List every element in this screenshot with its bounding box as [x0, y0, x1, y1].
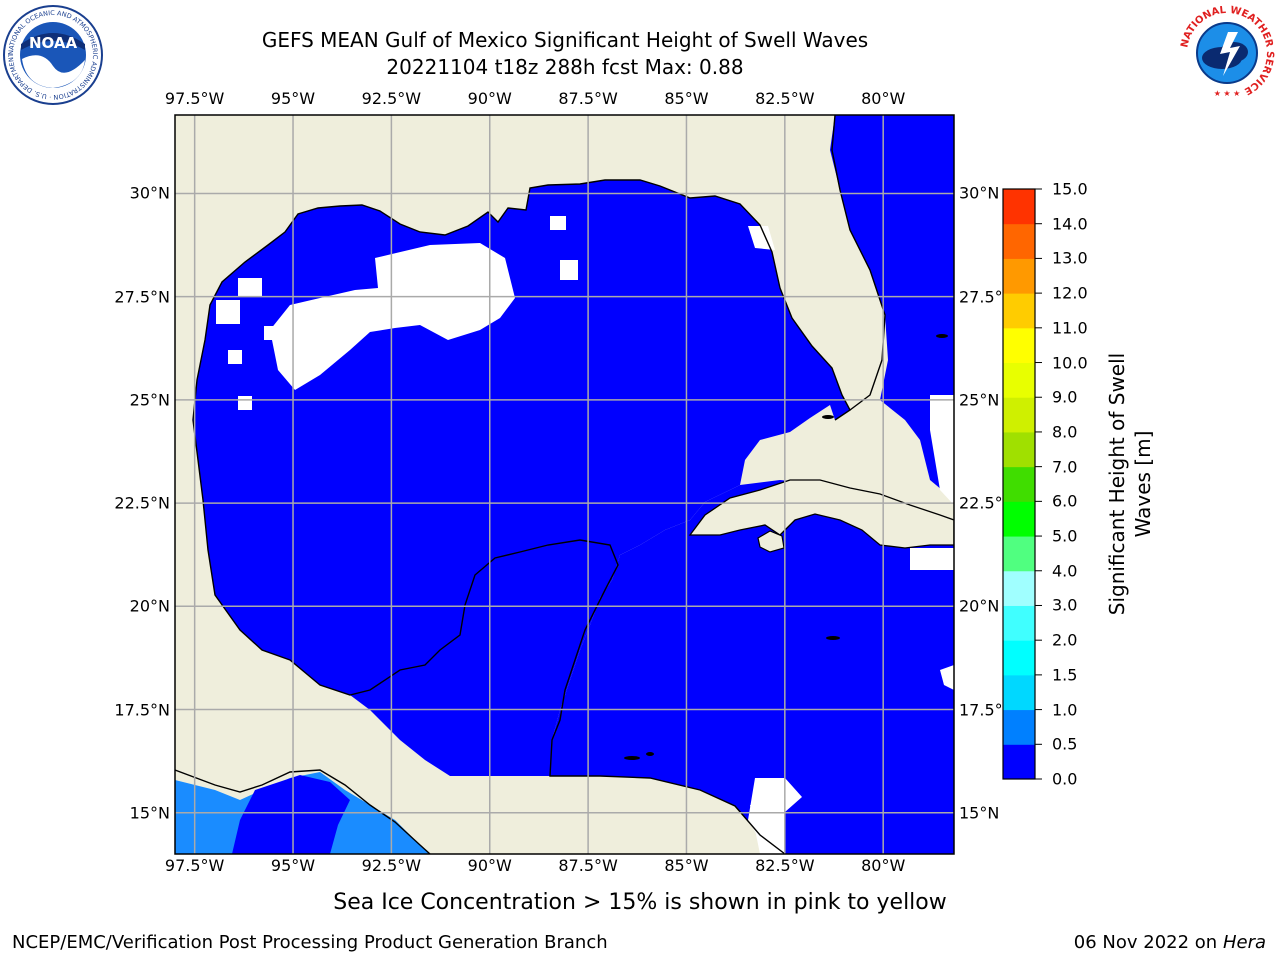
chart-title: GEFS MEAN Gulf of Mexico Significant Hei…	[261, 28, 869, 52]
colorbar-segment	[1003, 431, 1035, 468]
footer-date-text: 06 Nov 2022 on	[1073, 932, 1218, 953]
colorbar-segment	[1003, 744, 1035, 780]
footer-branch: NCEP/EMC/Verification Post Processing Pr…	[12, 932, 608, 953]
lon-tick-label-bottom: 80°W	[861, 856, 906, 875]
colorbar-segment	[1003, 674, 1035, 711]
isle-of-youth	[757, 530, 785, 553]
pacific-ocean-band	[232, 775, 350, 854]
colorbar-segment	[1003, 258, 1035, 294]
svg-text:★ ★ ★: ★ ★ ★	[1214, 89, 1241, 98]
lat-tick-label-left: 22.5°N	[114, 493, 170, 513]
colorbar-segment	[1003, 189, 1035, 225]
colorbar-tick-label: 9.0	[1052, 387, 1078, 407]
lon-tick-label-bottom: 92.5°W	[361, 856, 422, 875]
noaa-logo-text: NOAA	[29, 34, 78, 52]
lon-tick-label-top: 80°W	[861, 89, 906, 108]
lat-tick-label-right: 20°N	[959, 596, 1000, 616]
colorbar-segment	[1003, 466, 1035, 502]
colorbar-tick-label: 10.0	[1052, 353, 1088, 373]
colorbar-tick-label: 6.0	[1052, 491, 1078, 511]
colorbar-segment	[1003, 501, 1035, 537]
caribbean-ocean	[550, 480, 954, 854]
colorbar	[1002, 188, 1042, 780]
colorbar-tick-label: 2.0	[1052, 630, 1078, 650]
colorbar-segment	[1003, 293, 1035, 329]
colorbar-tick-label: 12.0	[1052, 283, 1088, 303]
lat-tick-label-left: 30°N	[129, 183, 170, 203]
lon-tick-label-top: 97.5°W	[164, 89, 225, 108]
noaa-logo: NATIONAL OCEANIC AND ATMOSPHERIC ADMINIS…	[2, 4, 103, 105]
map-frame	[174, 114, 955, 855]
nws-logo: NATIONAL WEATHER SERVICE ★ ★ ★	[1178, 4, 1276, 102]
colorbar-tick-label: 1.0	[1052, 700, 1078, 720]
colorbar-label-line1: Significant Height of Swell	[1105, 352, 1129, 616]
lon-tick-label-top: 92.5°W	[361, 89, 422, 108]
colorbar-segment	[1003, 605, 1035, 641]
lon-tick-label-bottom: 95°W	[270, 856, 316, 875]
lon-tick-label-top: 90°W	[467, 89, 512, 108]
colorbar-segment	[1003, 570, 1035, 606]
small-islands	[624, 334, 948, 760]
colorbar-segment	[1003, 536, 1035, 572]
colorbar-segment	[1003, 327, 1035, 364]
colorbar-tick-label: 5.0	[1052, 526, 1078, 546]
lat-tick-label-right: 17.5°N	[959, 700, 1015, 719]
lon-tick-label-bottom: 87.5°W	[558, 856, 618, 875]
colorbar-segment	[1003, 223, 1035, 259]
lat-tick-label-right: 15°N	[959, 803, 1000, 823]
lon-tick-label-top: 87.5°W	[558, 89, 618, 108]
colorbar-tick-label: 8.0	[1052, 422, 1078, 442]
colorbar-segment	[1003, 362, 1035, 398]
colorbar-label-line2: Waves [m]	[1131, 430, 1155, 538]
lat-tick-label-left: 20°N	[129, 596, 170, 616]
colorbar-tick-label: 3.0	[1052, 595, 1078, 615]
lon-tick-label-top: 95°W	[270, 89, 316, 108]
atlantic-ocean	[830, 115, 954, 500]
colorbar-tick-label: 11.0	[1052, 318, 1088, 338]
footer-date: 06 Nov 2022 on Hera	[1074, 932, 1266, 953]
chart-subtitle: 20221104 t18z 288h fcst Max: 0.88	[386, 55, 744, 79]
lon-tick-label-top: 85°W	[664, 89, 709, 108]
lon-tick-label-bottom: 90°W	[467, 856, 512, 875]
colorbar-tick-label: 15.0	[1052, 179, 1088, 199]
colorbar-tick-label: 0.5	[1052, 734, 1078, 754]
lat-tick-label-right: 27.5°N	[959, 287, 1015, 307]
no-data-patches	[216, 216, 954, 854]
footer-host: Hera	[1222, 932, 1266, 953]
colorbar-tick-label: 14.0	[1052, 214, 1088, 234]
colorbar-segment	[1003, 640, 1035, 676]
lat-tick-label-left: 17.5°N	[114, 700, 170, 719]
lat-tick-label-right: 30°N	[959, 183, 1000, 203]
lon-tick-label-bottom: 97.5°W	[164, 856, 225, 875]
lat-tick-label-right: 22.5°N	[959, 493, 1015, 513]
colorbar-tick-label: 1.5	[1052, 665, 1078, 685]
colorbar-segment	[1003, 397, 1035, 433]
colorbar-label: Significant Height of Swell Waves [m]	[1104, 324, 1156, 644]
lon-tick-label-bottom: 82.5°W	[755, 856, 815, 875]
lat-tick-label-right: 25°N	[959, 390, 1000, 410]
colorbar-tick-label: 0.0	[1052, 769, 1078, 789]
coastlines	[175, 115, 886, 854]
lat-tick-label-left: 27.5°N	[114, 287, 170, 307]
colorbar-segment	[1003, 709, 1035, 745]
lat-tick-label-left: 15°N	[129, 803, 170, 823]
graticule	[175, 115, 954, 854]
lon-tick-label-top: 82.5°W	[755, 89, 815, 108]
colorbar-tick-label: 4.0	[1052, 561, 1078, 581]
colorbar-tick-label: 7.0	[1052, 457, 1078, 477]
colorbar-tick-label: 13.0	[1052, 248, 1088, 268]
lat-tick-label-left: 25°N	[129, 390, 170, 410]
sea-ice-note: Sea Ice Concentration > 15% is shown in …	[333, 890, 947, 915]
lon-tick-label-bottom: 85°W	[664, 856, 709, 875]
